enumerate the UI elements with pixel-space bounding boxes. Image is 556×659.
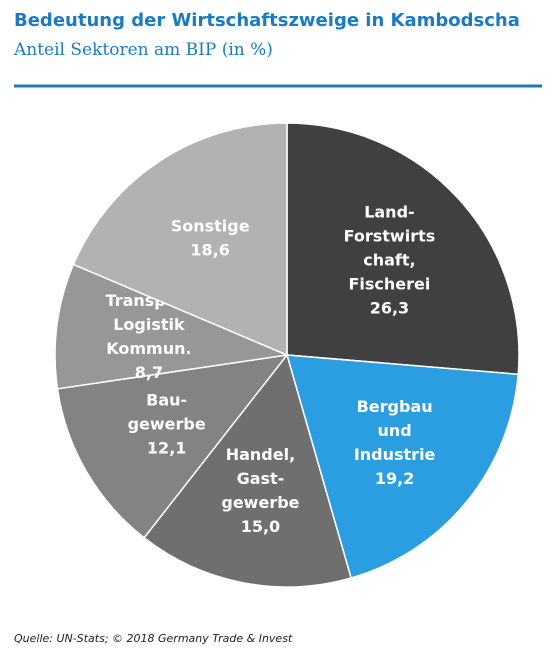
slice-label: gewerbe — [221, 493, 299, 512]
slice-label: und — [377, 421, 411, 440]
pie-slice — [143, 353, 353, 588]
slice-label: Logistik — [113, 315, 185, 334]
pie-slice — [286, 122, 520, 376]
value-label: 12,1 — [147, 438, 186, 457]
value-label: 18,6 — [190, 240, 229, 259]
value-label: 26,3 — [370, 298, 409, 317]
pie-slice — [56, 353, 289, 539]
slice-label: gewerbe — [128, 414, 206, 433]
slice-label: Handel, — [226, 445, 295, 464]
slice-label: Kommun. — [106, 339, 191, 358]
pie: Land- Forstwirts chaft, Fischerei 26,3 Bergba… — [54, 122, 520, 588]
slice-label: Fischerei — [348, 274, 430, 293]
value-label: 15,0 — [241, 517, 280, 536]
chart-title: Bedeutung der Wirtschaftszweige in Kambo… — [14, 10, 520, 31]
slice-label: Bergbau — [357, 397, 433, 416]
slice-label: Industrie — [354, 445, 436, 464]
slice-label: Land- — [364, 202, 414, 221]
slice-label: Sonstige — [171, 216, 250, 235]
pie-slice — [72, 122, 288, 357]
slice-label: chaft, — [363, 250, 415, 269]
pie-slice — [54, 263, 290, 390]
slice-label: Gast- — [237, 469, 285, 488]
slice-label: Forstwirts — [344, 226, 436, 245]
pie-slice — [285, 354, 520, 579]
value-label: 19,2 — [375, 469, 414, 488]
value-label: 8,7 — [135, 363, 163, 382]
source: Quelle: UN-Stats; © 2018 Germany Trade &… — [14, 632, 293, 645]
chart-subtitle: Anteil Sektoren am BIP (in %) — [13, 40, 273, 60]
slice-label: Bau- — [146, 390, 187, 409]
